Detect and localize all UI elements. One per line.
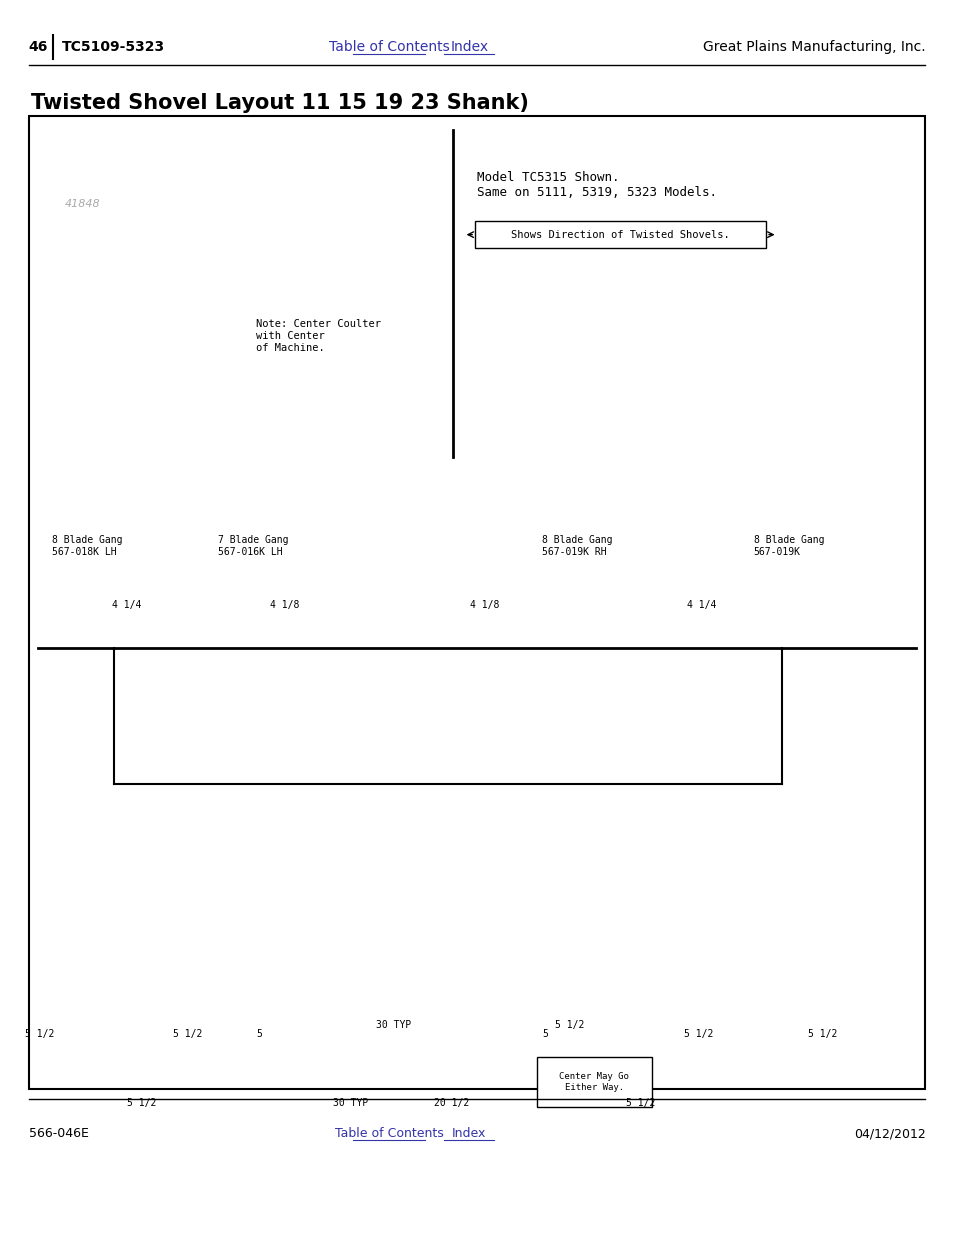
- Text: 5 1/2: 5 1/2: [807, 1029, 836, 1039]
- Bar: [29, 116, 924, 1089]
- Text: Twisted Shovel Layout 11 15 19 23 Shank): Twisted Shovel Layout 11 15 19 23 Shank): [31, 93, 529, 112]
- Text: 5 1/2: 5 1/2: [683, 1029, 712, 1039]
- Text: 7 Blade Gang
567-016K LH: 7 Blade Gang 567-016K LH: [217, 535, 288, 557]
- Text: TC5109-5323: TC5109-5323: [62, 40, 165, 54]
- Text: Index: Index: [452, 1128, 486, 1140]
- Text: 566-046E: 566-046E: [29, 1128, 89, 1140]
- Text: 5 1/2: 5 1/2: [173, 1029, 202, 1039]
- Text: 4 1/8: 4 1/8: [470, 600, 498, 610]
- Bar: [475, 221, 765, 248]
- Text: Index: Index: [450, 40, 488, 54]
- Text: 5 1/2: 5 1/2: [555, 1020, 583, 1030]
- Text: 41848: 41848: [65, 199, 100, 209]
- Text: Table of Contents: Table of Contents: [335, 1128, 443, 1140]
- Text: 8 Blade Gang
567-018K LH: 8 Blade Gang 567-018K LH: [52, 535, 123, 557]
- Text: 4 1/4: 4 1/4: [112, 600, 141, 610]
- Text: 5 1/2: 5 1/2: [26, 1029, 54, 1039]
- Text: 5: 5: [542, 1029, 548, 1039]
- Text: 46: 46: [29, 40, 48, 54]
- Text: Table of Contents: Table of Contents: [329, 40, 449, 54]
- Text: 5 1/2: 5 1/2: [127, 1098, 155, 1108]
- Text: 4 1/8: 4 1/8: [270, 600, 298, 610]
- Text: Center May Go
Either Way.: Center May Go Either Way.: [558, 1072, 629, 1092]
- Text: Shows Direction of Twisted Shovels.: Shows Direction of Twisted Shovels.: [511, 230, 729, 240]
- Text: 8 Blade Gang
567-019K: 8 Blade Gang 567-019K: [753, 535, 823, 557]
- Text: 5: 5: [256, 1029, 262, 1039]
- Text: 5 1/2: 5 1/2: [626, 1098, 655, 1108]
- Text: Great Plains Manufacturing, Inc.: Great Plains Manufacturing, Inc.: [702, 40, 924, 54]
- Text: 04/12/2012: 04/12/2012: [853, 1128, 924, 1140]
- Text: 30 TYP: 30 TYP: [334, 1098, 368, 1108]
- Text: 4 1/4: 4 1/4: [686, 600, 715, 610]
- Text: Note: Center Coulter
with Center
of Machine.: Note: Center Coulter with Center of Mach…: [255, 320, 380, 352]
- Text: Model TC5315 Shown.
Same on 5111, 5319, 5323 Models.: Model TC5315 Shown. Same on 5111, 5319, …: [476, 172, 717, 199]
- Text: 20 1/2: 20 1/2: [434, 1098, 468, 1108]
- Text: 8 Blade Gang
567-019K RH: 8 Blade Gang 567-019K RH: [541, 535, 612, 557]
- Bar: [537, 1057, 651, 1107]
- Text: 30 TYP: 30 TYP: [376, 1020, 411, 1030]
